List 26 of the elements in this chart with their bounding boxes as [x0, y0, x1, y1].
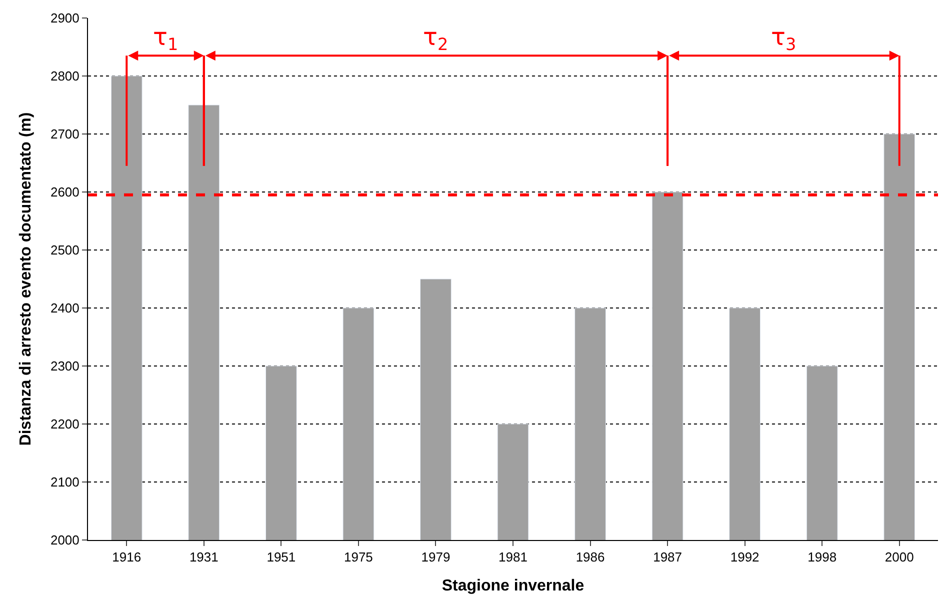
x-tick-label: 1998 [808, 550, 837, 565]
x-tick-label: 1979 [421, 550, 450, 565]
x-tick-label: 1986 [576, 550, 605, 565]
x-tick-label: 1916 [112, 550, 142, 565]
x-tick-label: 1931 [189, 550, 218, 565]
y-tick-label: 2100 [50, 474, 80, 490]
y-tick-label: 2700 [50, 126, 80, 142]
x-axis-title: Stagione invernale [442, 577, 584, 594]
x-tick-label: 2000 [884, 550, 914, 565]
y-tick-label: 2300 [50, 358, 80, 374]
x-tick-label: 1951 [266, 550, 296, 565]
y-tick-label: 2600 [50, 184, 80, 200]
x-tick-label: 1987 [653, 550, 682, 565]
y-tick-label: 2400 [50, 300, 80, 316]
annotation: τ$_{1}$ [153, 23, 178, 54]
y-tick-label: 2200 [50, 416, 80, 432]
y-tick-label: 2800 [50, 68, 80, 84]
y-tick-label: 2500 [50, 242, 80, 258]
y-tick-label: 2900 [50, 10, 80, 26]
annotation: τ$_{3}$ [771, 23, 796, 54]
y-axis-title: Distanza di arresto evento documentato (m) [17, 112, 34, 446]
y-tick-label: 2000 [50, 532, 80, 548]
x-tick-label: 1975 [344, 550, 373, 565]
x-tick-label: 1981 [498, 550, 528, 565]
annotation: τ$_{2}$ [423, 23, 448, 54]
x-tick-label: 1992 [730, 550, 760, 565]
